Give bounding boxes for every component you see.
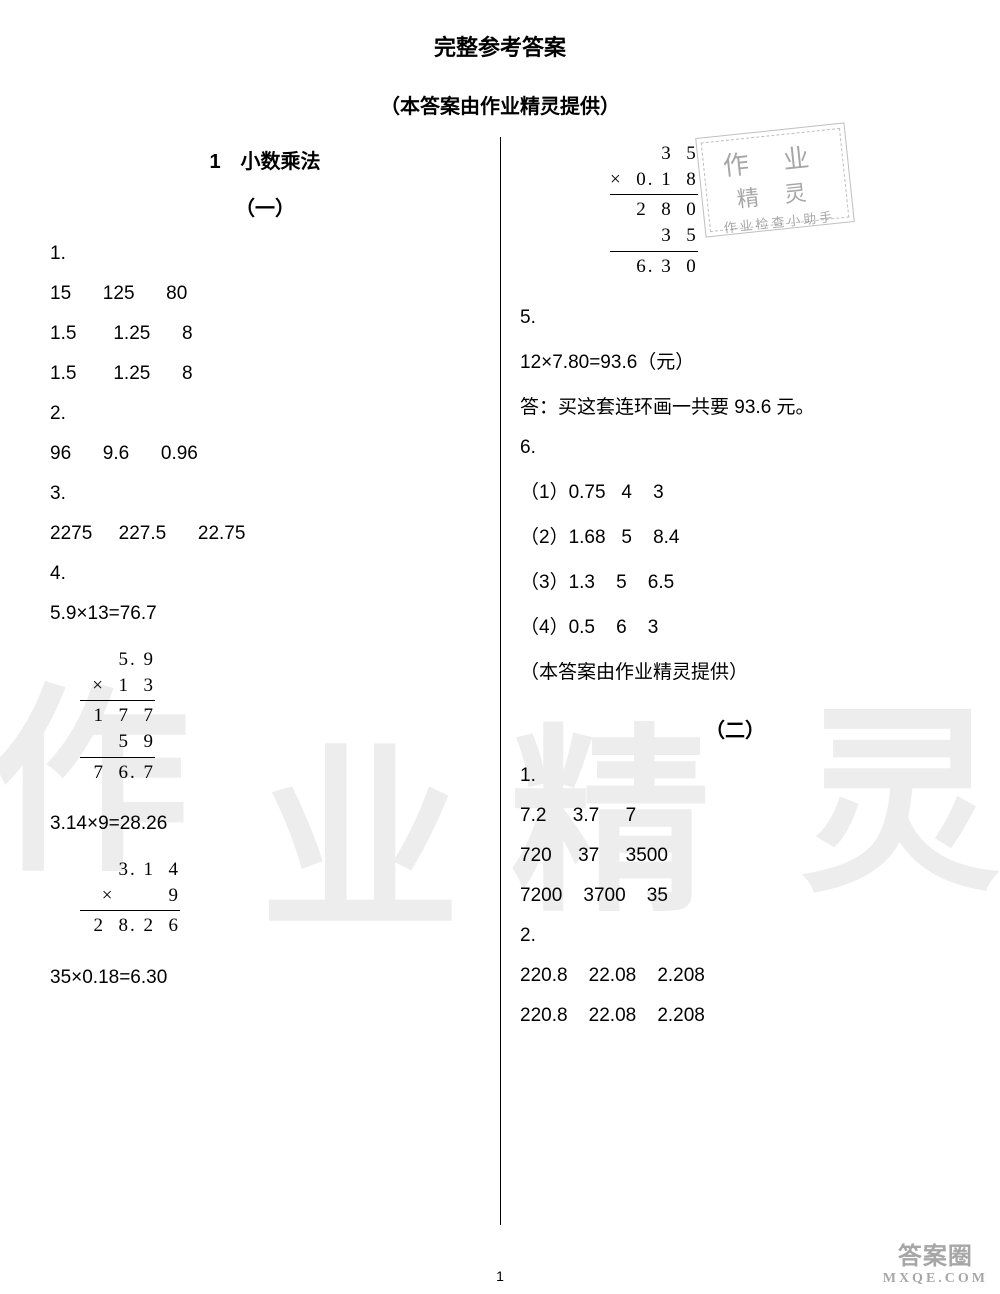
q4-equation: 35×0.18=6.30 [50,967,480,989]
page-root: 完整参考答案 （本答案由作业精灵提供） 1 小数乘法 （一） 1. 15 125… [0,0,1000,1294]
p2-q2-row: 220.8 22.08 2.208 [520,965,950,987]
chapter-title: 1 小数乘法 [50,145,480,174]
q5-answer: 答：买这套连环画一共要 93.6 元。 [520,392,950,419]
calc-row: 5 9 [80,729,155,755]
calc-row: × 0. 1 8 [610,167,698,193]
q1-row: 1.5 1.25 8 [50,363,480,385]
q6-row: （3）1.3 5 6.5 [520,567,950,594]
calc-row: × 1 3 [80,673,155,699]
calc-row: 6. 3 0 [610,251,698,280]
corner-wm-bottom: MXQE.COM [883,1271,988,1286]
corner-wm-top: 答案圈 [898,1244,973,1270]
question-2: 2. [50,403,480,425]
q6-row: （2）1.68 5 8.4 [520,522,950,549]
part-one-title: （一） [50,192,480,221]
part-two-title: （二） [520,714,950,743]
left-column: 1 小数乘法 （一） 1. 15 125 80 1.5 1.25 8 1.5 1… [50,137,500,1045]
p2-q1-row: 720 37 3500 [520,845,950,867]
question-1: 1. [50,243,480,265]
q3-row: 2275 227.5 22.75 [50,523,480,545]
p2-question-1: 1. [520,765,950,787]
calc-row: 7 6. 7 [80,757,155,786]
calc-row: 3 5 [610,223,698,249]
q4-equation: 3.14×9=28.26 [50,813,480,835]
content-columns: 1 小数乘法 （一） 1. 15 125 80 1.5 1.25 8 1.5 1… [50,137,950,1045]
q1-row: 1.5 1.25 8 [50,323,480,345]
question-3: 3. [50,483,480,505]
question-4: 4. [50,563,480,585]
p2-q2-row: 220.8 22.08 2.208 [520,1005,950,1027]
p2-q1-row: 7.2 3.7 7 [520,805,950,827]
q1-row: 15 125 80 [50,283,480,305]
page-title: 完整参考答案 [50,30,950,62]
right-column: 3 5 × 0. 1 8 2 8 0 3 5 6. 3 0 5. 12×7.80… [500,137,950,1045]
page-number: 1 [0,1268,1000,1284]
calc-row: 1 7 7 [80,700,155,729]
q2-row: 96 9.6 0.96 [50,443,480,465]
question-5: 5. [520,307,950,329]
p2-question-2: 2. [520,925,950,947]
q6-row: （4）0.5 6 3 [520,612,950,639]
credit-line: （本答案由作业精灵提供） [520,657,950,684]
calc-row: 2 8. 2 6 [80,910,180,939]
vertical-calc: 3 5 × 0. 1 8 2 8 0 3 5 6. 3 0 [610,141,698,279]
page-header: 完整参考答案 （本答案由作业精灵提供） [50,30,950,119]
calc-row: × 9 [80,883,180,909]
q5-equation: 12×7.80=93.6（元） [520,347,950,374]
calc-row: 3 5 [610,141,698,167]
q6-row: （1）0.75 4 3 [520,477,950,504]
vertical-calc: 3. 1 4 × 9 2 8. 2 6 [80,857,180,939]
corner-watermark: 答案圈 MXQE.COM [883,1244,988,1286]
p2-q1-row: 7200 3700 35 [520,885,950,907]
question-6: 6. [520,437,950,459]
calc-row: 3. 1 4 [80,857,180,883]
column-divider [500,137,501,1225]
page-subtitle: （本答案由作业精灵提供） [50,90,950,119]
calc-row: 2 8 0 [610,194,698,223]
q4-equation: 5.9×13=76.7 [50,603,480,625]
calc-row: 5. 9 [80,647,155,673]
vertical-calc: 5. 9 × 1 3 1 7 7 5 9 7 6. 7 [80,647,155,785]
